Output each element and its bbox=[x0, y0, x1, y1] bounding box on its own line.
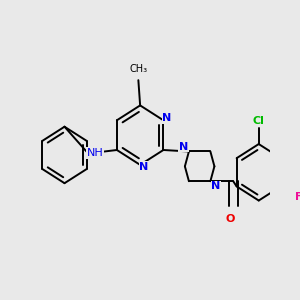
Text: N: N bbox=[179, 142, 188, 152]
Text: N: N bbox=[162, 113, 172, 123]
Text: N: N bbox=[211, 181, 220, 191]
Text: F: F bbox=[295, 192, 300, 202]
Text: NH: NH bbox=[87, 148, 103, 158]
Text: N: N bbox=[139, 162, 148, 172]
Text: CH₃: CH₃ bbox=[129, 64, 147, 74]
Text: Cl: Cl bbox=[253, 116, 265, 126]
Text: O: O bbox=[226, 214, 235, 224]
